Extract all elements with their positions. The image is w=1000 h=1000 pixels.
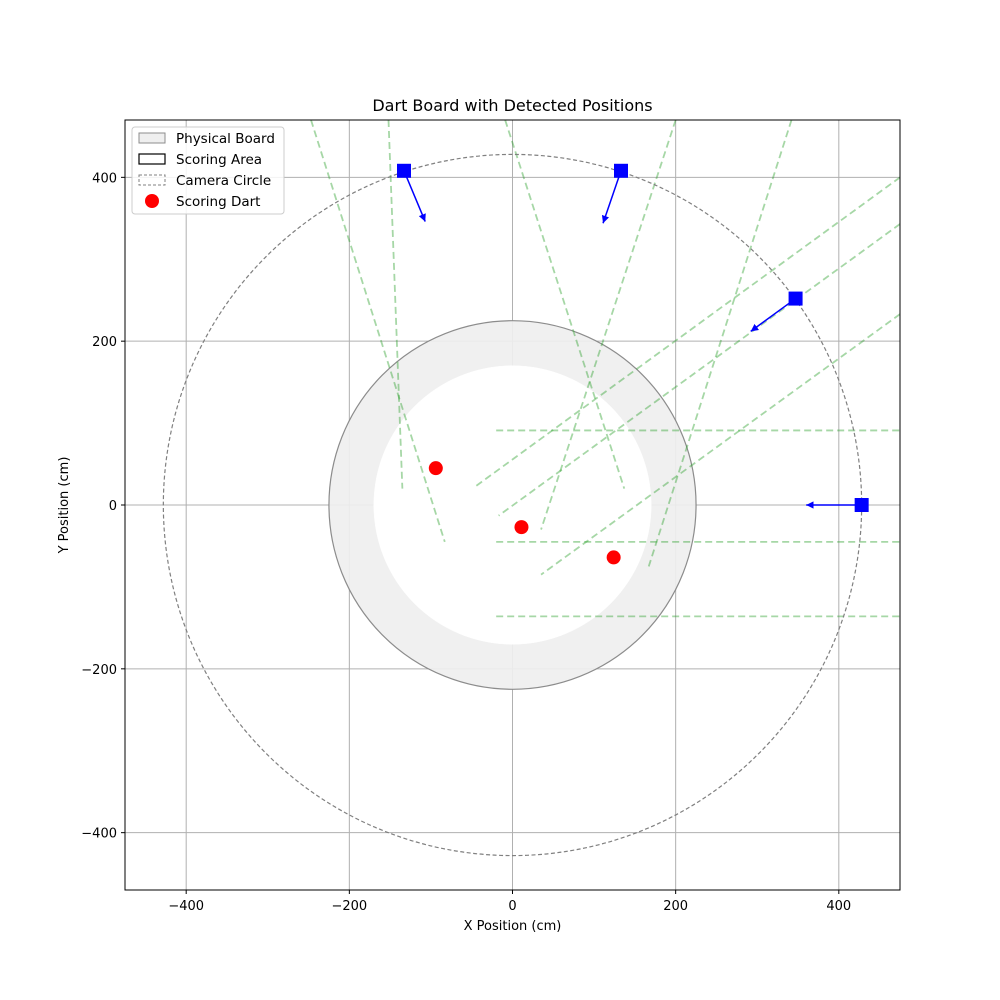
legend-physical-board-swatch	[138, 132, 166, 144]
x-tick-label: −200	[331, 899, 367, 914]
camera-marker	[397, 163, 411, 178]
axis-ticks: −400 −200 0 200 400 −400 −200 0 200 400	[81, 171, 851, 914]
detection-line	[310, 120, 446, 543]
x-tick-label: 0	[508, 899, 516, 914]
camera-marker	[614, 163, 628, 178]
y-tick-label: −400	[81, 827, 117, 842]
x-axis-label: X Position (cm)	[464, 919, 562, 934]
detection-line	[504, 120, 626, 489]
scoring-dart	[514, 520, 529, 535]
y-axis-label: Y Position (cm)	[57, 457, 72, 555]
legend-box	[131, 126, 285, 215]
camera-marker	[854, 498, 869, 512]
y-tick-label: 0	[109, 499, 117, 514]
detection-lines	[310, 120, 900, 618]
y-tick-label: −200	[81, 663, 117, 678]
legend-camera-circle-swatch	[138, 174, 166, 186]
detection-line	[540, 313, 900, 576]
camera-marker	[788, 291, 803, 306]
x-tick-label: 400	[826, 899, 851, 914]
legend-scoring-dart-label: Scoring Dart	[176, 194, 260, 210]
x-tick-label: −400	[168, 899, 204, 914]
detection-line	[498, 223, 900, 517]
x-tick-label: 200	[663, 899, 688, 914]
legend: Physical Board Scoring Area Camera Circl…	[131, 126, 285, 215]
chart-title: Dart Board with Detected Positions	[372, 96, 652, 115]
legend-camera-circle-label: Camera Circle	[176, 173, 271, 189]
detection-line	[540, 120, 677, 530]
y-tick-label: 400	[92, 171, 117, 186]
camera-direction-arrow	[601, 170, 622, 224]
camera-direction-arrow	[750, 297, 797, 332]
board-layer	[328, 320, 697, 690]
cameras	[397, 163, 869, 512]
scoring-area	[373, 365, 652, 645]
detection-line	[387, 120, 404, 489]
camera-direction-arrow	[403, 170, 426, 222]
scoring-darts	[428, 461, 621, 565]
scoring-dart	[606, 550, 621, 565]
detection-line	[647, 120, 793, 567]
legend-scoring-area-label: Scoring Area	[176, 152, 262, 168]
legend-scoring-dart-marker	[145, 194, 159, 208]
scoring-dart	[428, 461, 443, 476]
y-tick-label: 200	[92, 335, 117, 350]
legend-scoring-area-swatch	[138, 153, 166, 165]
legend-physical-board-label: Physical Board	[176, 131, 275, 147]
